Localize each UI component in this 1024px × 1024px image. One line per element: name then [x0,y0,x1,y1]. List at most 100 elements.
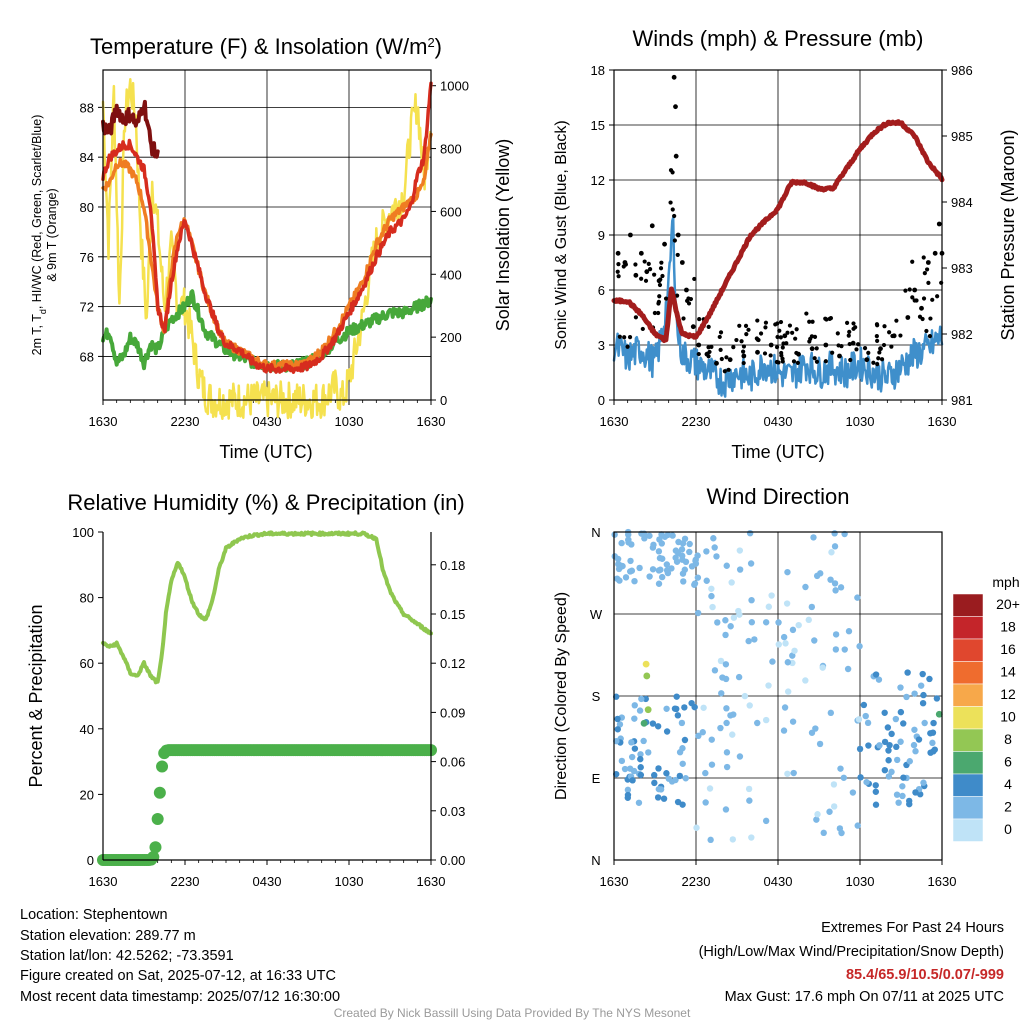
wind-direction-point [703,577,710,584]
gust-point [847,341,852,347]
wind-direction-point [775,619,782,626]
wind-direction-point [884,724,892,731]
gust-point [658,277,663,282]
wind-left-y-label: Sonic Wind & Gust (Blue, Black) [553,120,570,349]
gust-point [726,367,731,372]
wind-right-tick-label: 985 [951,129,973,144]
wind-direction-point [661,533,669,540]
wind-direction-point [695,732,702,740]
wind-direction-point [642,695,649,703]
wind-direction-point [611,553,618,560]
wind-direction-point [892,715,900,723]
gust-point [639,276,644,281]
wind-direction-point [707,836,714,844]
wind-direction-point [831,530,838,537]
wind-direction-point [885,757,892,764]
gust-point [919,305,924,311]
gust-point [756,337,761,343]
gust-point [692,276,697,282]
wind-direction-point [935,710,943,718]
rh-left-tick-label: 40 [80,722,94,737]
wind-direction-point [872,782,879,789]
wind-direction-title: Wind Direction [706,484,849,509]
gust-point [617,334,622,339]
wind-direction-point [665,775,672,782]
wind-direction-point [736,566,744,573]
gust-point [707,349,712,355]
latlon-text: Station lat/lon: 42.5262; -73.3591 [20,948,234,964]
gust-point [866,350,871,355]
gust-point [874,333,879,339]
wind-direction-panel: Wind Direction Direction (Colored By Spe… [553,484,1020,889]
gust-point [847,329,852,334]
dir-x-tick-label: 1630 [600,874,629,889]
gust-point [660,273,665,279]
gust-point [827,316,832,322]
gust-point [823,359,828,364]
wind-x-tick-label: 1630 [600,414,629,429]
wind-direction-point [710,535,717,542]
wind-direction-point [729,836,737,843]
wind-direction-point [919,670,926,678]
gust-point [762,351,768,356]
gust-point [879,357,885,362]
wind-direction-point [663,561,671,568]
wind-left-tick-label: 3 [598,338,605,353]
wind-direction-point [781,704,789,711]
wind-direction-point [699,729,706,736]
wind-direction-point [686,540,693,548]
wind-direction-point [929,739,936,747]
wind-direction-point [686,548,693,556]
gust-point [690,324,696,330]
wind-direction-point [856,745,864,753]
wind-direction-point [751,636,758,643]
temp-left-tick-label: 88 [80,100,94,115]
humidity-precip-panel: Relative Humidity (%) & Precipitation (i… [26,490,465,889]
gust-point [648,267,653,272]
precip-point [151,813,164,825]
gust-point [874,322,880,327]
wind-direction-point [845,628,853,635]
precip-right-tick-label: 0.00 [440,853,465,868]
speed-legend-label: 10 [1000,709,1016,725]
gust-point [675,232,681,238]
speed-legend-label: 6 [1004,754,1012,770]
gust-point [744,332,749,337]
gust-point [668,200,673,205]
speed-legend-swatch [952,751,984,775]
rh-x-tick-label: 1630 [89,874,118,889]
temp-right-tick-label: 400 [440,267,462,282]
wind-direction-point [614,726,621,733]
wind-direction-point [929,729,937,736]
wind-direction-point [872,788,880,795]
gust-point [922,271,927,276]
gust-point [706,345,711,350]
wind-direction-point [827,576,834,583]
wind-direction-point [748,596,755,604]
temperature-series-hi-wc [101,81,433,374]
temp-x-tick-label: 1630 [89,414,118,429]
wind-direction-point [836,825,844,832]
wind-direction-point [906,758,913,765]
wind-direction-point [897,684,904,691]
pressure-series [611,119,945,344]
wind-direction-point [762,619,770,626]
wind-direction-point [672,554,679,561]
gust-point [809,334,815,339]
gust-point [877,350,882,355]
gust-point [706,324,711,330]
wind-direction-point [872,801,880,808]
wind-direction-point [745,785,753,793]
gust-point [663,296,669,301]
gust-point [927,334,933,339]
wind-direction-point [674,712,682,719]
gust-point [662,241,667,247]
dir-y-tick-label: N [591,525,600,540]
gust-point [875,362,880,367]
gust-point [657,282,663,288]
gust-point [673,153,679,159]
gust-point [875,338,880,343]
gust-point [794,350,799,356]
wind-direction-point [622,574,630,581]
wind-right-tick-label: 981 [951,393,973,408]
